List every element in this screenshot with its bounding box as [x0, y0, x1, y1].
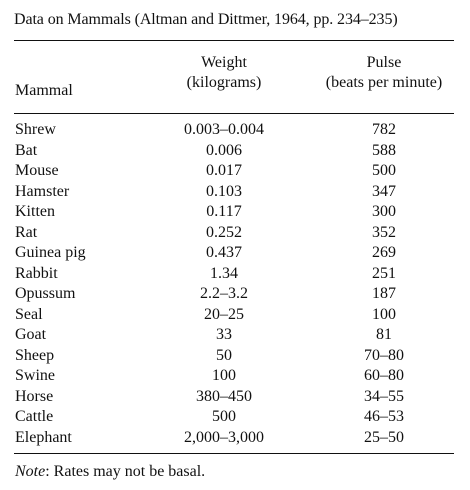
pulse-cell: 81: [376, 326, 392, 343]
pulse-cell: 70–80: [364, 346, 404, 364]
pulse-cell: 60–80: [364, 367, 404, 384]
header-weight-title: Weight: [201, 54, 247, 71]
weight-cell: 50: [216, 346, 232, 364]
table-row: Bat 0.006 588: [14, 141, 454, 162]
pulse-cell: 269: [372, 244, 396, 261]
weight-cell: 100: [212, 367, 236, 384]
pulse-cell: 46–53: [364, 408, 404, 425]
weight-cell: 0.003–0.004: [184, 121, 264, 138]
mammal-cell: Mouse: [15, 162, 59, 179]
weight-cell: 33: [216, 326, 232, 343]
pulse-cell: 187: [372, 285, 396, 302]
header-weight-unit: (kilograms): [186, 74, 262, 91]
pulse-cell: 347: [372, 182, 396, 200]
mammal-cell: Goat: [15, 326, 47, 343]
table-row: Goat 33 81: [14, 325, 454, 346]
pulse-cell: 352: [372, 223, 396, 241]
table-row: Rabbit 1.34 251: [14, 264, 454, 285]
header-pulse: Pulse (beats per minute): [314, 53, 454, 93]
header-pulse-unit: (beats per minute): [325, 74, 443, 91]
mammal-cell: Cattle: [15, 408, 54, 425]
pulse-cell: 34–55: [364, 387, 404, 405]
weight-cell: 2.2–3.2: [200, 285, 248, 302]
mammal-cell: Hamster: [15, 182, 70, 200]
table-title: Data on Mammals (Altman and Dittmer, 196…: [14, 11, 398, 28]
weight-cell: 500: [212, 408, 236, 425]
bottom-rule: [14, 453, 454, 454]
mammal-cell: Guinea pig: [15, 244, 86, 261]
mammal-cell: Bat: [15, 141, 38, 159]
table-row: Rat 0.252 352: [14, 223, 454, 244]
table-row: Guinea pig 0.437 269: [14, 243, 454, 264]
table-row: Opussum 2.2–3.2 187: [14, 284, 454, 305]
pulse-cell: 782: [372, 121, 396, 138]
table-body: Shrew 0.003–0.004 782 Bat 0.006 588 Mouse 0.017…: [14, 120, 454, 448]
mammal-cell: Sheep: [15, 346, 55, 364]
header-mammal: Mammal: [15, 82, 73, 99]
mammal-cell: Swine: [15, 367, 55, 384]
mammal-cell: Elephant: [15, 428, 72, 446]
mammal-cell: Opussum: [15, 285, 76, 302]
table-row: Hamster 0.103 347: [14, 182, 454, 203]
weight-cell: 0.103: [206, 182, 242, 200]
mammal-cell: Horse: [15, 387, 54, 405]
header-weight: Weight (kilograms): [154, 53, 294, 93]
weight-cell: 1.34: [210, 264, 238, 282]
weight-cell: 0.252: [206, 223, 242, 241]
mammal-cell: Seal: [15, 305, 43, 323]
weight-cell: 380–450: [196, 387, 252, 405]
header-pulse-title: Pulse: [366, 54, 402, 71]
table-row: Swine 100 60–80: [14, 366, 454, 387]
table-row: Seal 20–25 100: [14, 305, 454, 326]
mammal-cell: Kitten: [15, 203, 55, 220]
weight-cell: 0.437: [206, 244, 242, 261]
pulse-cell: 500: [372, 162, 396, 179]
weight-cell: 0.006: [206, 141, 242, 159]
pulse-cell: 588: [372, 141, 396, 159]
table-row: Horse 380–450 34–55: [14, 387, 454, 408]
mammal-cell: Rat: [15, 223, 38, 241]
table-row: Cattle 500 46–53: [14, 407, 454, 428]
note-text: : Rates may not be basal.: [45, 463, 206, 480]
table-note: Note: Rates may not be basal.: [15, 462, 205, 482]
weight-cell: 20–25: [204, 305, 244, 323]
weight-cell: 2,000–3,000: [184, 428, 264, 446]
top-rule: [14, 40, 454, 41]
table-row: Mouse 0.017 500: [14, 161, 454, 182]
table-header: Mammal Weight (kilograms) Pulse (beats p…: [14, 53, 454, 109]
header-rule: [14, 113, 454, 114]
mammal-cell: Rabbit: [15, 264, 58, 282]
table-row: Shrew 0.003–0.004 782: [14, 120, 454, 141]
weight-cell: 0.117: [206, 203, 242, 220]
pulse-cell: 100: [372, 305, 396, 323]
mammal-cell: Shrew: [15, 121, 56, 138]
weight-cell: 0.017: [206, 162, 242, 179]
pulse-cell: 25–50: [364, 428, 404, 446]
pulse-cell: 300: [372, 203, 396, 220]
table-row: Kitten 0.117 300: [14, 202, 454, 223]
data-table: Data on Mammals (Altman and Dittmer, 196…: [14, 10, 460, 480]
note-label: Note: [15, 463, 46, 480]
pulse-cell: 251: [372, 264, 396, 282]
table-row: Elephant 2,000–3,000 25–50: [14, 428, 454, 449]
table-row: Sheep 50 70–80: [14, 346, 454, 367]
